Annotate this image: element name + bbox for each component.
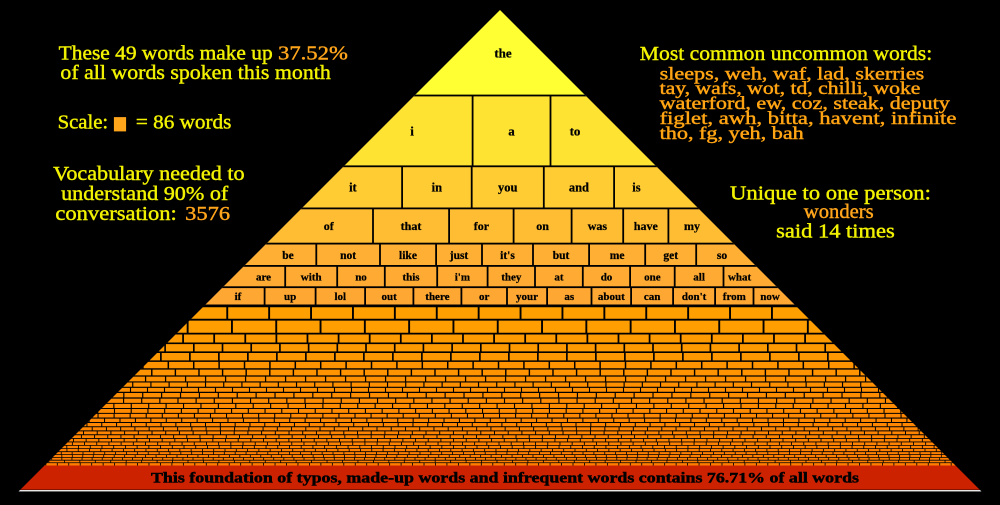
svg-text:be: be	[282, 250, 294, 262]
svg-text:sleeps, weh, waf, lad, skerrie: sleeps, weh, waf, lad, skerries	[660, 63, 925, 83]
svg-text:at: at	[554, 271, 564, 283]
svg-text:can: can	[644, 291, 661, 303]
svg-text:if: if	[235, 291, 242, 303]
svg-text:have: have	[634, 219, 659, 233]
svg-text:conversation:: conversation:	[55, 203, 176, 225]
svg-text:figlet, awh, bitta, havent, in: figlet, awh, bitta, havent, infinite	[660, 108, 957, 128]
svg-text:what: what	[728, 271, 752, 283]
svg-text:understand 90% of: understand 90% of	[61, 183, 228, 205]
svg-text:said 14 times: said 14 times	[776, 221, 895, 243]
svg-text:These 49 words make up: These 49 words make up	[59, 43, 273, 65]
svg-text:Unique to one person:: Unique to one person:	[730, 182, 931, 204]
svg-text:that: that	[401, 219, 422, 233]
svg-text:3576: 3576	[185, 203, 230, 225]
svg-text:up: up	[284, 291, 296, 303]
svg-text:a: a	[508, 124, 515, 139]
svg-text:it: it	[349, 181, 357, 195]
svg-text:Scale:: Scale:	[58, 112, 109, 134]
svg-text:was: was	[588, 219, 608, 233]
svg-text:tay, wafs, wot, td, chilli, wo: tay, wafs, wot, td, chilli, woke	[660, 78, 921, 98]
svg-text:waterford, ew, coz, steak, dep: waterford, ew, coz, steak, deputy	[660, 93, 950, 113]
svg-text:not: not	[340, 250, 356, 262]
svg-text:so: so	[717, 250, 727, 262]
svg-text:i: i	[410, 124, 414, 139]
svg-text:your: your	[516, 291, 538, 303]
svg-text:there: there	[425, 291, 449, 303]
svg-text:like: like	[399, 250, 417, 262]
svg-text:don't: don't	[682, 291, 707, 303]
svg-text:is: is	[632, 181, 640, 195]
svg-text:one: one	[644, 271, 661, 283]
svg-text:you: you	[498, 181, 518, 195]
svg-text:from: from	[723, 291, 746, 303]
svg-text:on: on	[536, 219, 549, 233]
svg-text:to: to	[570, 124, 581, 139]
svg-text:this: this	[402, 271, 420, 283]
svg-text:= 86 words: = 86 words	[136, 112, 232, 134]
svg-text:me: me	[610, 250, 625, 262]
svg-text:it's: it's	[500, 250, 515, 262]
svg-text:the: the	[494, 45, 512, 60]
svg-text:with: with	[301, 271, 322, 283]
svg-text:just: just	[449, 250, 469, 262]
svg-text:of: of	[324, 219, 335, 233]
svg-text:out: out	[382, 291, 398, 303]
svg-text:do: do	[601, 271, 613, 283]
svg-text:get: get	[663, 250, 678, 262]
svg-text:now: now	[760, 291, 780, 303]
svg-text:This foundation of typos, made: This foundation of typos, made-up words …	[151, 470, 859, 486]
svg-text:i'm: i'm	[455, 271, 470, 283]
svg-text:for: for	[474, 219, 490, 233]
svg-text:wonders: wonders	[804, 201, 874, 223]
svg-text:Most common uncommon words:: Most common uncommon words:	[640, 43, 932, 65]
svg-text:37.52%: 37.52%	[278, 43, 348, 65]
svg-text:about: about	[598, 291, 625, 303]
svg-text:as: as	[564, 291, 575, 303]
svg-text:they: they	[501, 271, 522, 283]
svg-text:of all words spoken this month: of all words spoken this month	[60, 62, 330, 84]
svg-text:or: or	[479, 291, 490, 303]
svg-text:Vocabulary needed to: Vocabulary needed to	[53, 163, 244, 185]
svg-text:all: all	[693, 271, 705, 283]
svg-text:but: but	[553, 250, 570, 262]
svg-text:lol: lol	[334, 291, 346, 303]
svg-text:tho, fg, yeh, bah: tho, fg, yeh, bah	[660, 123, 805, 143]
svg-text:no: no	[355, 271, 367, 283]
svg-text:and: and	[569, 181, 589, 195]
svg-text:are: are	[256, 271, 271, 283]
svg-text:in: in	[432, 181, 442, 195]
svg-text:my: my	[684, 219, 700, 233]
